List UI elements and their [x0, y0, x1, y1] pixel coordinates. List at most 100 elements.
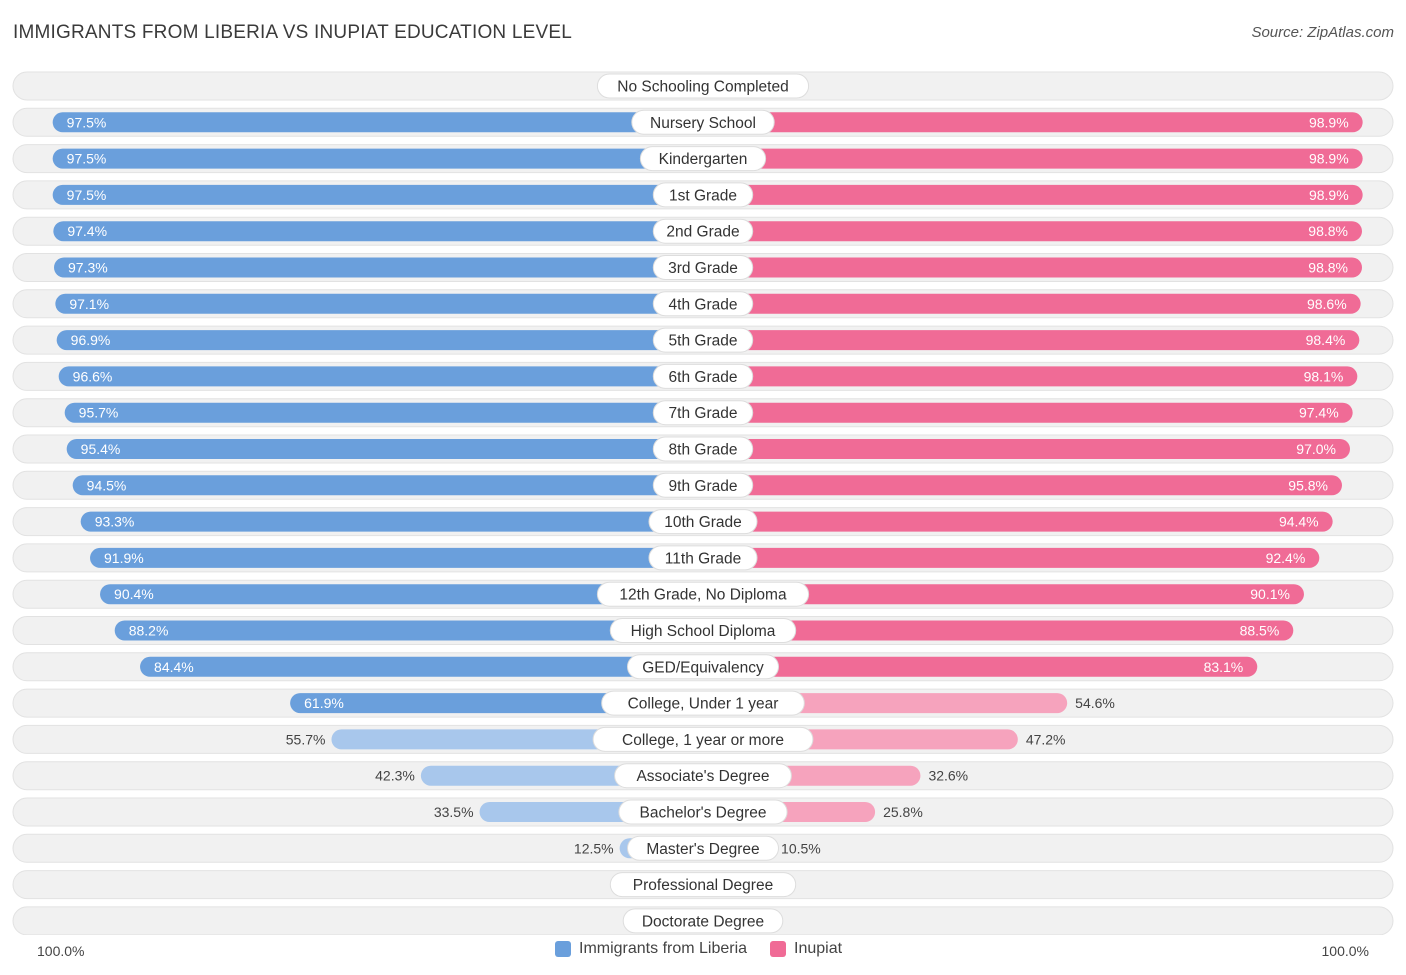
category-pill [596, 73, 810, 99]
axis-right-label: 100.0% [1321, 943, 1369, 959]
bar-right [703, 366, 1358, 387]
category-pill [627, 654, 779, 680]
diverging-bar-chart: 2.5%1.5%No Schooling Completed97.5%98.9%… [12, 71, 1394, 935]
value-label-left: 97.5% [67, 187, 107, 203]
category-pill [627, 835, 779, 861]
value-label-left: 94.5% [87, 477, 127, 493]
value-label-left: 90.4% [114, 586, 154, 602]
bar-right [703, 330, 1360, 351]
bar-left [72, 475, 703, 496]
category-pill [652, 218, 754, 244]
value-label-right: 98.9% [1309, 187, 1349, 203]
value-label-right: 98.6% [1307, 296, 1347, 312]
category-pill [652, 255, 754, 280]
legend: Immigrants from Liberia Inupiat [0, 940, 1406, 962]
category-label: 1st Grade [669, 187, 737, 204]
value-label-left: 93.3% [95, 514, 135, 530]
category-pill [652, 436, 754, 462]
value-label-left: 96.9% [71, 332, 111, 348]
category-pill [652, 327, 754, 353]
category-label: College, 1 year or more [622, 732, 784, 749]
bar-left [54, 257, 704, 278]
category-label: Kindergarten [659, 151, 748, 168]
value-label-right: 47.2% [1026, 731, 1066, 747]
category-label: 5th Grade [669, 333, 738, 350]
value-label-left: 42.3% [375, 768, 415, 784]
legend-item-right: Inupiat [770, 940, 842, 958]
category-pill [592, 726, 814, 752]
category-label: 12th Grade, No Diploma [619, 587, 787, 604]
legend-item-left: Immigrants from Liberia [555, 940, 747, 958]
category-pill [601, 690, 805, 716]
category-label: 4th Grade [669, 296, 738, 313]
source-label: Source: ZipAtlas.com [1251, 24, 1394, 41]
value-label-right: 97.0% [1296, 441, 1336, 457]
category-label: 3rd Grade [668, 260, 738, 277]
value-label-left: 97.1% [69, 296, 109, 312]
value-label-right: 98.9% [1309, 151, 1349, 167]
bar-left [53, 221, 704, 242]
value-label-right: 10.5% [781, 840, 821, 856]
bar-left [290, 693, 703, 714]
axis-left-label: 100.0% [37, 943, 85, 959]
category-pill [622, 908, 784, 934]
category-label: 7th Grade [669, 405, 738, 422]
legend-label-right: Inupiat [794, 940, 843, 957]
category-label: Master's Degree [646, 841, 759, 858]
category-pill [614, 763, 792, 789]
value-label-right: 88.5% [1240, 623, 1280, 639]
bar-left [100, 584, 704, 605]
bar-right [703, 620, 1294, 641]
category-label: 9th Grade [669, 478, 738, 495]
category-pill [652, 472, 754, 498]
category-label: No Schooling Completed [617, 79, 788, 96]
category-label: 11th Grade [665, 550, 741, 567]
bar-right [703, 112, 1363, 133]
category-label: Professional Degree [633, 877, 773, 894]
category-pill [652, 363, 754, 389]
value-label-left: 33.5% [434, 804, 474, 820]
category-pill [652, 182, 754, 208]
bar-left [64, 402, 703, 423]
category-label: Bachelor's Degree [639, 805, 766, 822]
category-label: Nursery School [650, 115, 756, 132]
bar-left [58, 366, 704, 387]
bar-right [703, 584, 1304, 605]
value-label-right: 94.4% [1279, 514, 1319, 530]
bar-right [703, 184, 1363, 205]
bar-right [703, 511, 1333, 532]
value-label-right: 98.1% [1304, 368, 1344, 384]
value-label-left: 95.4% [81, 441, 121, 457]
legend-swatch-right [770, 941, 786, 957]
bar-left [52, 112, 704, 133]
bar-left [66, 439, 703, 459]
category-label: 10th Grade [664, 514, 742, 531]
bar-right [703, 439, 1350, 459]
category-pill [609, 872, 797, 898]
category-label: College, Under 1 year [628, 696, 779, 713]
value-label-right: 95.8% [1288, 477, 1328, 493]
value-label-left: 88.2% [129, 623, 169, 639]
category-pill [652, 291, 754, 317]
category-label: 8th Grade [669, 442, 738, 459]
category-pill [631, 109, 775, 135]
bar-left [56, 330, 703, 351]
value-label-left: 97.5% [67, 114, 107, 130]
category-pill [596, 581, 810, 607]
bar-right [703, 221, 1362, 242]
value-label-right: 98.8% [1308, 223, 1348, 239]
bar-right [703, 148, 1363, 169]
bar-left [52, 148, 704, 169]
value-label-right: 98.9% [1309, 114, 1349, 130]
bar-right [703, 475, 1342, 496]
bar-right [703, 547, 1320, 568]
legend-swatch-left [555, 941, 571, 957]
value-label-left: 55.7% [286, 731, 326, 747]
category-pill [648, 545, 758, 571]
bar-left [90, 547, 704, 568]
bar-left [80, 511, 703, 532]
value-label-right: 32.6% [928, 768, 968, 784]
value-label-right: 54.6% [1075, 695, 1115, 711]
value-label-left: 12.5% [574, 840, 614, 856]
category-pill [652, 400, 754, 426]
